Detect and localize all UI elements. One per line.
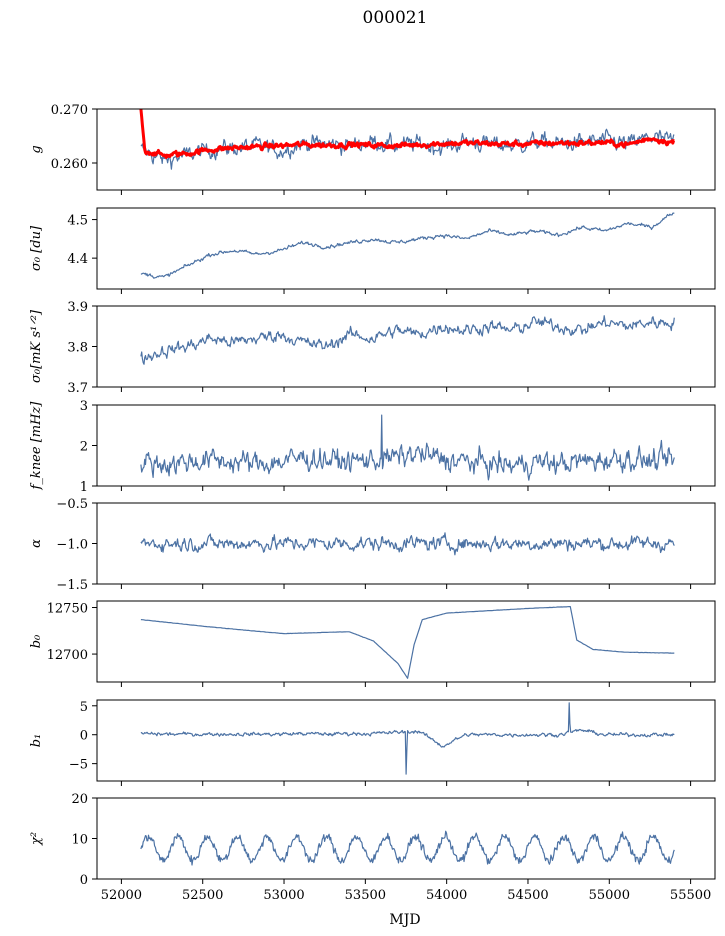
plot-area <box>140 830 675 866</box>
y-tick-label: 3.8 <box>67 341 88 356</box>
y-tick-label: 0.270 <box>51 103 88 118</box>
data-line-4 <box>140 414 675 481</box>
subplot-6: 12700 12750 b₀ <box>29 600 716 687</box>
x-tick-label: 52500 <box>182 888 223 903</box>
plot-area <box>140 702 675 775</box>
y-tick-label: 5 <box>80 700 88 715</box>
x-tick-label: 53500 <box>345 888 386 903</box>
axes-frame <box>96 305 716 388</box>
data-line-3 <box>140 315 675 365</box>
plot-area <box>140 414 675 481</box>
data-line-6 <box>140 606 675 679</box>
y-tick-label: −1.0 <box>56 538 88 553</box>
y-tick-label: 1 <box>80 480 88 495</box>
axes-frame <box>96 797 716 880</box>
subplot-8: 0 10 20 52000 52500 53000 53500 54000 54500 55000… <box>29 792 716 903</box>
subplot-4: 1 2 3 f_knee [mHz] <box>29 399 716 495</box>
y-tick-label: 3 <box>80 399 88 414</box>
y-axis-label: χ² <box>29 832 44 846</box>
y-tick-label: 12750 <box>47 602 88 617</box>
y-axis-label: b₁ <box>29 734 44 748</box>
plot-area <box>140 606 675 679</box>
axes-frame <box>96 600 716 683</box>
y-tick-label: −1.5 <box>56 578 88 593</box>
x-tick-label: 55000 <box>589 888 630 903</box>
y-axis-label: b₀ <box>29 634 44 648</box>
y-tick-label: 20 <box>71 792 88 807</box>
x-tick-label: 52000 <box>101 888 142 903</box>
x-tick-label: 55500 <box>670 888 711 903</box>
data-line-2 <box>140 212 675 279</box>
subplot-5: −1.5 −1.0 −0.5 α <box>29 497 716 593</box>
subplot-stack: 0.260 0.270 g 4.4 4.5 σ₀ [du] 3.7 3.8 3.9 σ₀[mK s… <box>29 103 716 903</box>
data-line-5 <box>140 532 675 556</box>
subplot-2: 4.4 4.5 σ₀ [du] <box>29 207 716 294</box>
y-tick-label: 12700 <box>47 648 88 663</box>
axes-frame <box>96 699 716 782</box>
y-tick-label: 0.260 <box>51 157 88 172</box>
x-tick-label: 54500 <box>507 888 548 903</box>
y-tick-label: 3.9 <box>67 300 88 315</box>
y-tick-label: 4.5 <box>67 214 88 229</box>
axes-frame <box>96 404 716 487</box>
y-tick-label: −0.5 <box>56 497 88 512</box>
subplot-1: 0.260 0.270 g <box>29 103 716 195</box>
y-tick-label: 2 <box>80 440 88 455</box>
axes-frame <box>96 207 716 290</box>
y-tick-label: 0 <box>80 729 88 744</box>
y-tick-label: −5 <box>69 758 88 773</box>
y-axis-label: g <box>29 145 44 153</box>
y-tick-label: 10 <box>71 833 88 848</box>
x-axis-label: MJD <box>389 912 420 928</box>
data-line-8 <box>140 830 675 866</box>
model-line-1 <box>139 109 676 159</box>
y-tick-label: 0 <box>80 873 88 888</box>
axes-frame <box>96 108 716 191</box>
y-axis-label: σ₀[mK s¹ᐟ²] <box>29 309 44 383</box>
plot-area <box>140 532 675 556</box>
y-tick-label: 4.4 <box>67 252 88 267</box>
subplot-7: −5 0 5 b₁ <box>29 699 716 786</box>
y-tick-label: 3.7 <box>67 381 88 396</box>
y-axis-label: f_knee [mHz] <box>29 401 44 491</box>
subplot-3: 3.7 3.8 3.9 σ₀[mK s¹ᐟ²] <box>29 300 716 396</box>
plot-area <box>140 315 675 365</box>
x-tick-label: 54000 <box>426 888 467 903</box>
y-axis-label: σ₀ [du] <box>29 225 44 271</box>
figure-title: 000021 <box>363 8 428 28</box>
data-line-7 <box>140 702 675 775</box>
x-tick-label: 53000 <box>263 888 304 903</box>
plot-area <box>139 109 676 170</box>
y-axis-label: α <box>29 539 44 548</box>
plot-area <box>140 212 675 279</box>
